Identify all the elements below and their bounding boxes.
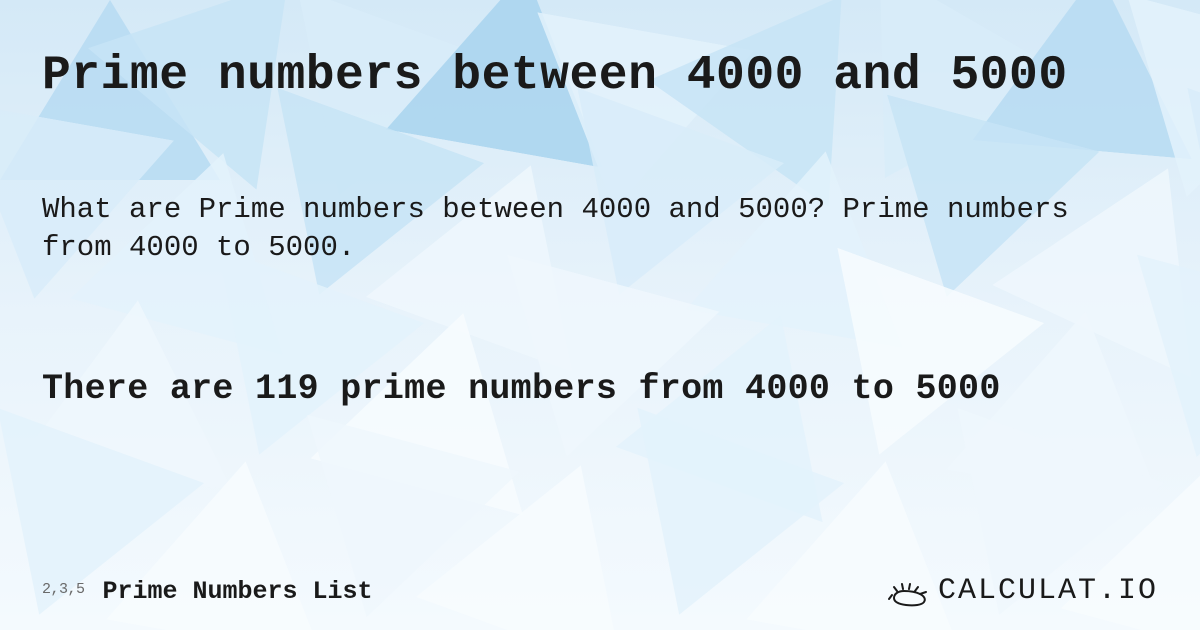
footer: 2,3,5 Prime Numbers List CALCULAT.IO xyxy=(42,574,1158,608)
content-area: Prime numbers between 4000 and 5000 What… xyxy=(0,0,1200,630)
description-text: What are Prime numbers between 4000 and … xyxy=(42,191,1152,268)
brand-name: CALCULAT.IO xyxy=(938,574,1158,608)
result-text: There are 119 prime numbers from 4000 to… xyxy=(42,369,1158,409)
footer-left: 2,3,5 Prime Numbers List xyxy=(42,577,373,606)
hand-icon xyxy=(886,574,930,608)
footer-label: Prime Numbers List xyxy=(103,577,373,606)
page-title: Prime numbers between 4000 and 5000 xyxy=(42,50,1158,103)
brand: CALCULAT.IO xyxy=(886,574,1158,608)
prime-logo-icon: 2,3,5 xyxy=(42,581,85,598)
